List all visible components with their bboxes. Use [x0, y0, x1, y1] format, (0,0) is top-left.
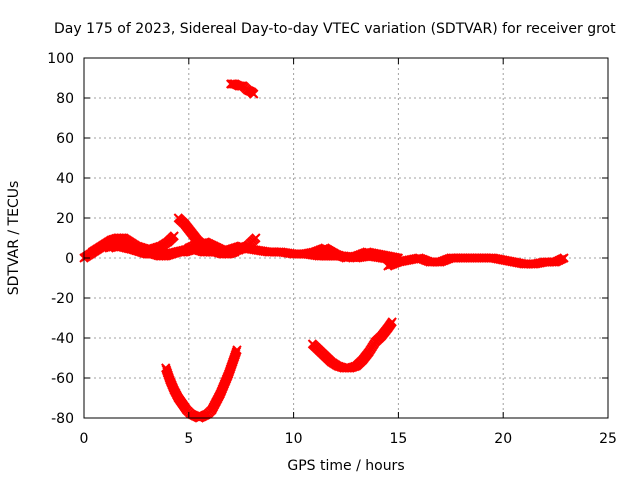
x-axis-label: GPS time / hours	[287, 458, 404, 474]
x-tick-label: 10	[285, 431, 303, 447]
x-tick-label: 25	[599, 431, 617, 447]
x-tick-label: 15	[389, 431, 407, 447]
y-axis-label: SDTVAR / TECUs	[6, 181, 22, 296]
data-point	[559, 253, 569, 263]
x-tick-label: 5	[184, 431, 193, 447]
y-tick-label: 100	[47, 51, 74, 67]
data-point	[169, 231, 179, 241]
series-arc-low-right	[307, 317, 397, 373]
series-arc-baseline-8	[383, 253, 569, 271]
y-tick-label: 60	[56, 131, 74, 147]
data-point	[249, 89, 259, 99]
data-layer	[79, 79, 569, 423]
y-tick-label: 0	[65, 251, 74, 267]
y-tick-label: 20	[56, 211, 74, 227]
tick-layer: 0 5 10 15 20 25 -80 -60 -40 -20 0 20 40 60 80 100	[47, 51, 617, 447]
plot-frame	[83, 57, 609, 419]
y-tick-label: -60	[51, 371, 74, 387]
data-point	[387, 317, 397, 327]
chart-title: Day 175 of 2023, Sidereal Day-to-day VTE…	[54, 21, 616, 37]
y-tick-label: 80	[56, 91, 74, 107]
y-tick-label: 40	[56, 171, 74, 187]
y-tick-label: -40	[51, 331, 74, 347]
x-tick-label: 20	[494, 431, 512, 447]
y-tick-label: -80	[51, 411, 74, 427]
series-arc-high	[226, 79, 259, 99]
series-arc-baseline-7	[299, 243, 404, 263]
series-arc-baseline-3	[104, 241, 207, 259]
y-tick-label: -20	[51, 291, 74, 307]
data-point	[232, 345, 242, 355]
series-arc-low-left	[161, 345, 242, 423]
data-point	[251, 233, 261, 243]
x-tick-label: 0	[80, 431, 89, 447]
